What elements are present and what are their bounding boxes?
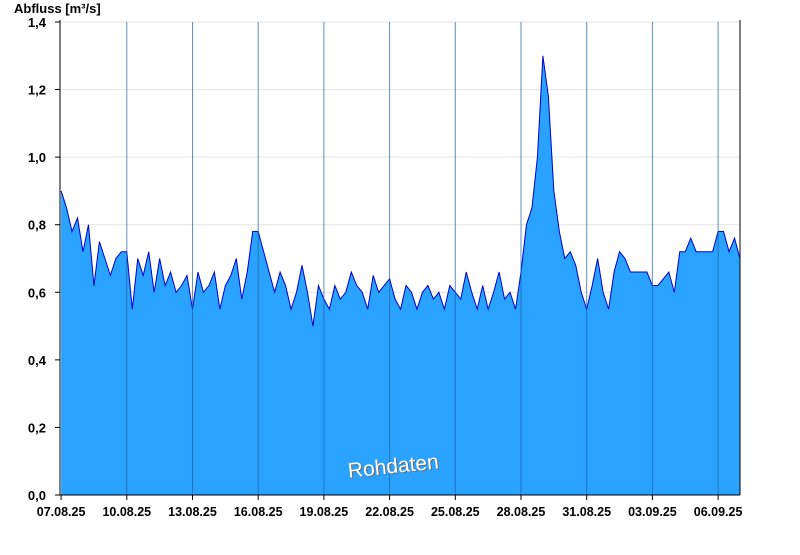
y-tick-label: 0,4 bbox=[28, 353, 47, 368]
x-tick-label: 19.08.25 bbox=[300, 505, 349, 519]
series-line bbox=[60, 55, 741, 327]
x-tick-label: 22.08.25 bbox=[365, 505, 414, 519]
x-tick-label: 06.09.25 bbox=[694, 505, 743, 519]
y-tick-label: 1,4 bbox=[28, 15, 47, 30]
x-tick-label: 07.08.25 bbox=[37, 505, 86, 519]
y-tick-label: 0,0 bbox=[28, 488, 46, 503]
y-tick-label: 0,8 bbox=[28, 218, 46, 233]
x-tick-label: 31.08.25 bbox=[562, 505, 611, 519]
y-tick-label: 0,6 bbox=[28, 285, 46, 300]
x-tick-label: 03.09.25 bbox=[628, 505, 677, 519]
x-tick-label: 13.08.25 bbox=[168, 505, 217, 519]
x-tick-label: 10.08.25 bbox=[102, 505, 151, 519]
y-tick-label: 1,2 bbox=[28, 83, 46, 98]
x-tick-label: 28.08.25 bbox=[497, 505, 546, 519]
y-tick-label: 1,0 bbox=[28, 150, 46, 165]
x-tick-label: 16.08.25 bbox=[234, 505, 283, 519]
y-axis-title: Abfluss [m³/s] bbox=[14, 1, 101, 16]
series-area bbox=[61, 55, 740, 496]
x-tick-label: 25.08.25 bbox=[431, 505, 480, 519]
y-tick-label: 0,2 bbox=[28, 420, 46, 435]
